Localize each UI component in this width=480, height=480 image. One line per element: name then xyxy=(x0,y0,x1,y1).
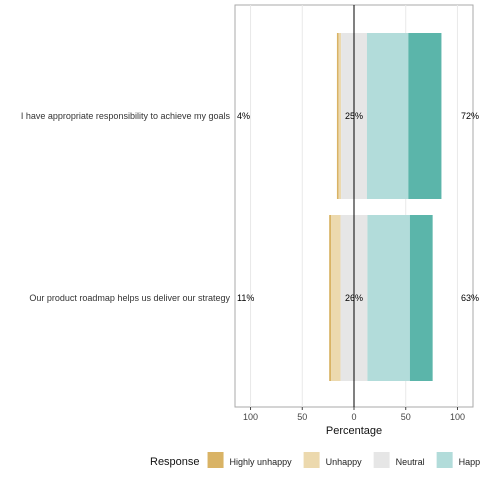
bar-segment xyxy=(336,33,339,199)
left-pct-label: 4% xyxy=(237,111,250,121)
left-pct-label: 11% xyxy=(237,293,254,303)
bar-segment xyxy=(331,215,341,381)
x-axis-title: Percentage xyxy=(326,425,382,437)
bar-segment xyxy=(366,33,409,199)
bar-segment xyxy=(408,33,442,199)
legend-swatch xyxy=(207,452,224,468)
legend-label: Neutral xyxy=(396,457,425,467)
x-tick-label: 50 xyxy=(401,412,411,422)
x-tick-label: 100 xyxy=(243,412,258,422)
x-axis-ticks: 100 50 0 50 100 xyxy=(243,407,465,422)
category-label: Our product roadmap helps us deliver our… xyxy=(29,293,230,303)
category-labels: I have appropriate responsibility to ach… xyxy=(21,111,231,303)
bar-segment xyxy=(367,215,410,381)
x-tick-label: 100 xyxy=(450,412,465,422)
legend-title: Response xyxy=(150,456,200,468)
legend: Response Highly unhappy Unhappy Neutral Hap… xyxy=(150,452,480,468)
bar-segment xyxy=(329,215,332,381)
right-pct-label: 63% xyxy=(461,293,479,303)
bar-segment xyxy=(338,33,342,199)
legend-label: Happy xyxy=(459,457,480,467)
data-labels: 4% 25% 72% 11% 26% 63% xyxy=(237,111,479,303)
right-pct-label: 72% xyxy=(461,111,479,121)
category-label: I have appropriate responsibility to ach… xyxy=(21,111,231,121)
center-pct-label: 26% xyxy=(345,293,363,303)
legend-swatch xyxy=(373,452,390,468)
center-pct-label: 25% xyxy=(345,111,363,121)
x-tick-label: 50 xyxy=(297,412,307,422)
x-tick-label: 0 xyxy=(351,412,356,422)
legend-swatch xyxy=(303,452,320,468)
bar-segment xyxy=(409,215,433,381)
legend-swatch xyxy=(436,452,453,468)
legend-label: Unhappy xyxy=(326,457,363,467)
legend-label: Highly unhappy xyxy=(230,457,293,467)
